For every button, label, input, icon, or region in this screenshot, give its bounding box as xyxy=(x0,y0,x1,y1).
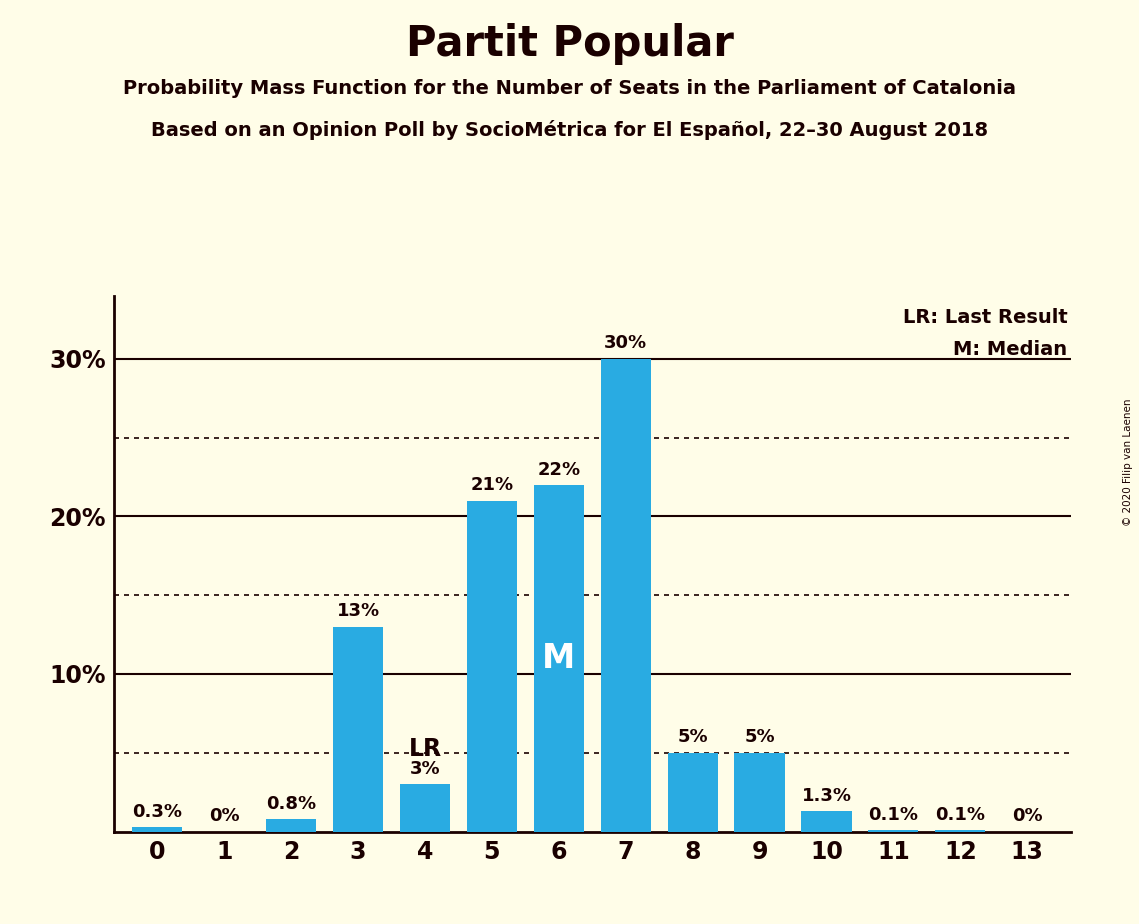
Text: 21%: 21% xyxy=(470,476,514,494)
Bar xyxy=(534,485,584,832)
Bar xyxy=(802,811,852,832)
Text: 0.8%: 0.8% xyxy=(267,795,317,813)
Text: Partit Popular: Partit Popular xyxy=(405,23,734,65)
Text: 3%: 3% xyxy=(410,760,441,778)
Text: LR: Last Result: LR: Last Result xyxy=(902,309,1067,327)
Text: 22%: 22% xyxy=(538,460,581,479)
Text: 13%: 13% xyxy=(336,602,379,620)
Text: Probability Mass Function for the Number of Seats in the Parliament of Catalonia: Probability Mass Function for the Number… xyxy=(123,79,1016,98)
Bar xyxy=(132,827,182,832)
Text: M: Median: M: Median xyxy=(953,340,1067,359)
Bar xyxy=(467,501,517,832)
Text: LR: LR xyxy=(409,736,442,760)
Text: 0.3%: 0.3% xyxy=(132,803,182,821)
Bar xyxy=(935,830,985,832)
Bar xyxy=(600,359,650,832)
Text: © 2020 Filip van Laenen: © 2020 Filip van Laenen xyxy=(1123,398,1133,526)
Text: 0.1%: 0.1% xyxy=(868,806,918,823)
Text: 0%: 0% xyxy=(1011,808,1042,825)
Text: 0%: 0% xyxy=(208,808,239,825)
Text: 30%: 30% xyxy=(604,334,647,352)
Text: 5%: 5% xyxy=(678,728,708,747)
Bar xyxy=(400,784,450,832)
Text: 0.1%: 0.1% xyxy=(935,806,985,823)
Text: Based on an Opinion Poll by SocioMétrica for El Español, 22–30 August 2018: Based on an Opinion Poll by SocioMétrica… xyxy=(151,120,988,140)
Text: 5%: 5% xyxy=(744,728,775,747)
Text: M: M xyxy=(542,641,575,675)
Bar xyxy=(267,819,317,832)
Bar xyxy=(868,830,918,832)
Text: 1.3%: 1.3% xyxy=(802,787,852,805)
Bar xyxy=(333,626,383,832)
Bar xyxy=(735,753,785,832)
Bar xyxy=(667,753,718,832)
